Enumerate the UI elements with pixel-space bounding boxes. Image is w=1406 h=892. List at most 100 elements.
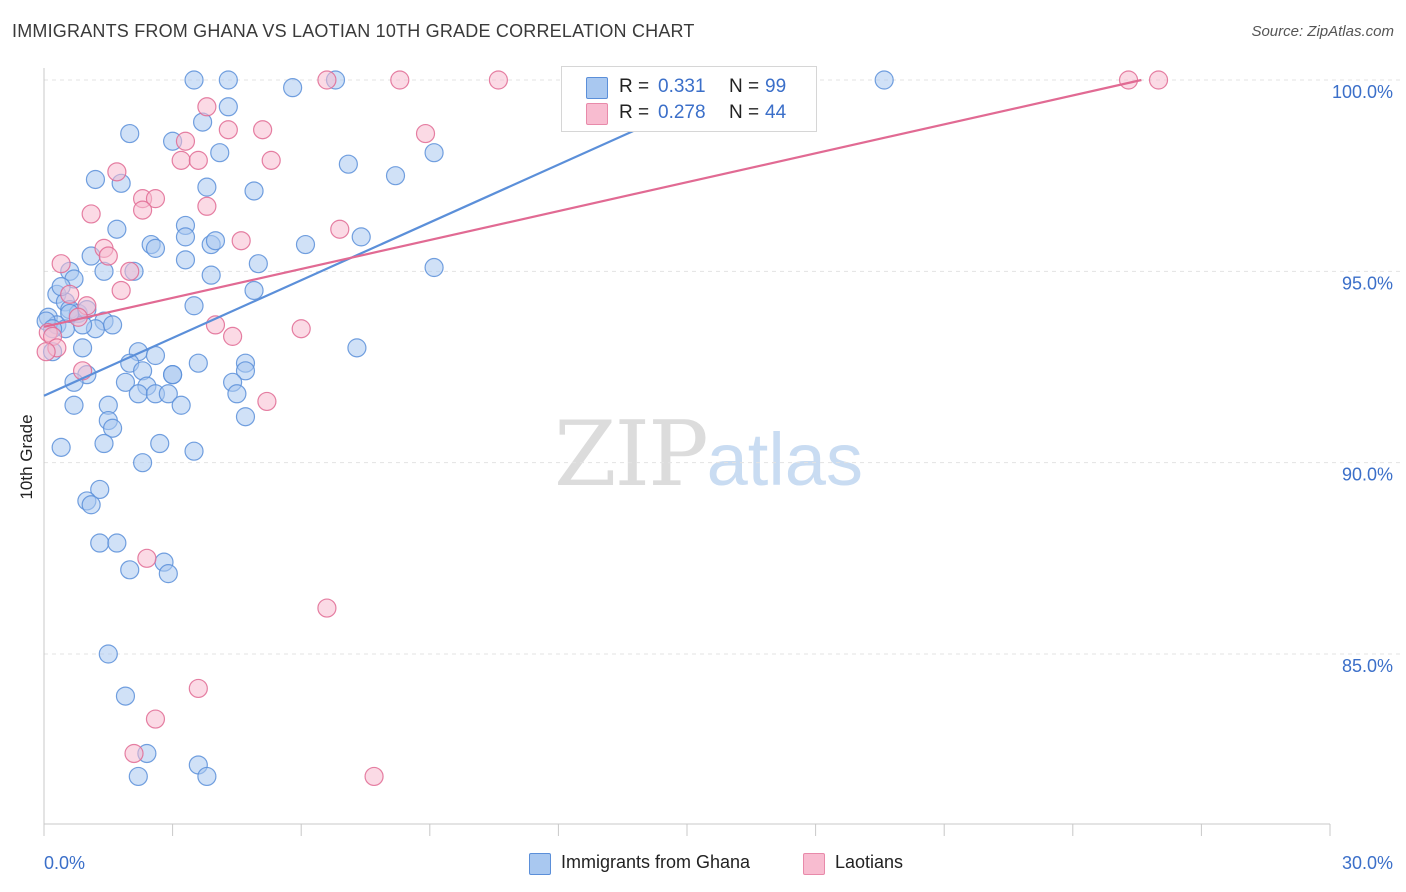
ghana-point bbox=[150, 433, 170, 454]
x-tick-label: 0.0% bbox=[44, 853, 85, 873]
laotian-point bbox=[197, 196, 217, 216]
watermark: ZIPatlas bbox=[554, 402, 863, 507]
ghana-point bbox=[98, 644, 118, 664]
ghana-point bbox=[90, 479, 110, 500]
laotian-point bbox=[111, 280, 131, 301]
laotian-point bbox=[364, 766, 384, 787]
ghana-point bbox=[158, 564, 178, 584]
ghana-point bbox=[171, 395, 191, 415]
ghana-point bbox=[424, 257, 444, 278]
legend-label-ghana: Immigrants from Ghana bbox=[561, 852, 751, 872]
ghana-point bbox=[248, 254, 268, 274]
laotian-point bbox=[60, 284, 80, 304]
ghana-point bbox=[120, 560, 140, 580]
stats-legend: R = 0.331 N = 99 R = 0.278 N = 44 bbox=[561, 66, 817, 132]
laotian-point bbox=[124, 743, 144, 764]
ghana-point bbox=[201, 265, 221, 285]
y-tick-label: 100.0% bbox=[1332, 82, 1393, 102]
ghana-point bbox=[51, 437, 71, 457]
laotian-point bbox=[145, 709, 166, 729]
laotian-point bbox=[107, 162, 127, 182]
x-tick-label: 30.0% bbox=[1342, 853, 1393, 873]
ghana-point bbox=[218, 97, 238, 117]
ghana-point bbox=[115, 686, 136, 706]
ghana-point bbox=[197, 177, 217, 197]
ghana-point bbox=[338, 154, 358, 174]
laotian-point bbox=[175, 131, 196, 151]
y-tick-label: 90.0% bbox=[1342, 465, 1393, 485]
ghana-point bbox=[132, 453, 153, 473]
laotian-point bbox=[261, 150, 281, 170]
ghana-point bbox=[295, 234, 316, 255]
source-label: Source: ZipAtlas.com bbox=[1251, 23, 1394, 40]
ghana-point bbox=[107, 533, 127, 553]
ghana-point bbox=[115, 372, 136, 392]
ghana-point bbox=[210, 143, 230, 163]
n-value: 99 bbox=[765, 76, 787, 97]
legend-swatch-laotians bbox=[586, 103, 608, 125]
ghana-point bbox=[385, 166, 406, 186]
ghana-point bbox=[102, 418, 123, 438]
n-label: N = bbox=[729, 102, 760, 123]
r-label: R = bbox=[619, 76, 650, 97]
laotian-point bbox=[98, 246, 118, 266]
ghana-point bbox=[90, 533, 110, 553]
laotian-point bbox=[291, 319, 311, 339]
laotian-point bbox=[257, 391, 277, 412]
laotian-point bbox=[51, 254, 71, 274]
n-label: N = bbox=[729, 76, 760, 97]
ghana-point bbox=[184, 296, 204, 316]
ghana-point bbox=[188, 353, 208, 373]
r-label: R = bbox=[619, 102, 650, 123]
legend-swatch-laotians bbox=[803, 853, 825, 875]
r-value: 0.278 bbox=[658, 102, 706, 123]
laotian-point bbox=[188, 678, 208, 699]
ghana-point bbox=[874, 70, 894, 90]
ghana-point bbox=[351, 227, 371, 247]
laotian-point bbox=[72, 361, 93, 381]
legend-label-laotians: Laotians bbox=[835, 852, 904, 872]
ghana-point bbox=[120, 123, 140, 144]
laotian-point bbox=[330, 219, 350, 239]
laotian-point bbox=[132, 200, 153, 220]
laotian-point bbox=[1148, 70, 1169, 90]
ghana-point bbox=[128, 384, 148, 404]
ghana-point bbox=[85, 169, 106, 190]
laotian-point bbox=[1118, 70, 1139, 90]
ghana-point bbox=[107, 219, 127, 239]
ghana-point bbox=[235, 407, 256, 427]
ghana-point bbox=[347, 338, 367, 358]
ghana-point bbox=[244, 181, 264, 201]
y-tick-label: 95.0% bbox=[1342, 273, 1393, 293]
laotian-point bbox=[197, 97, 217, 117]
ghana-point bbox=[163, 365, 183, 385]
ghana-point bbox=[218, 70, 238, 90]
ghana-point bbox=[184, 70, 204, 90]
ghana-point bbox=[64, 395, 84, 415]
laotian-point bbox=[81, 204, 101, 224]
chart-title: IMMIGRANTS FROM GHANA VS LAOTIAN 10TH GR… bbox=[12, 21, 695, 41]
ghana-point bbox=[94, 433, 114, 454]
ghana-point bbox=[81, 495, 101, 515]
ghana-point bbox=[128, 766, 148, 787]
laotian-point bbox=[415, 123, 436, 144]
ghana-point bbox=[175, 227, 196, 247]
laotian-point bbox=[188, 150, 208, 170]
series-legend: Immigrants from Ghana Laotians bbox=[0, 851, 1406, 877]
ghana-point bbox=[205, 231, 226, 251]
y-tick-label: 85.0% bbox=[1342, 656, 1393, 676]
laotian-point bbox=[137, 548, 157, 568]
ghana-point bbox=[235, 361, 256, 381]
laotian-point bbox=[317, 598, 337, 618]
ghana-point bbox=[145, 238, 166, 258]
stats-legend-row-ghana: R = 0.331 N = 99 bbox=[562, 76, 816, 100]
legend-swatch-ghana bbox=[529, 853, 551, 875]
watermark-atlas: atlas bbox=[706, 418, 863, 501]
laotian-point bbox=[317, 70, 337, 90]
ghana-point bbox=[158, 384, 178, 404]
ghana-point bbox=[184, 441, 204, 461]
ghana-point bbox=[244, 280, 264, 301]
n-value: 44 bbox=[765, 102, 787, 123]
laotian-point bbox=[488, 70, 508, 90]
ghana-point bbox=[197, 766, 217, 787]
